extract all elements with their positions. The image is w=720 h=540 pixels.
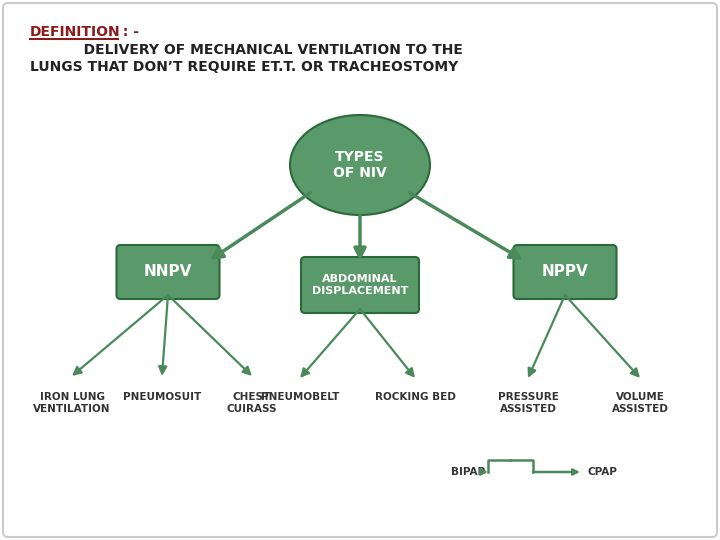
Text: PNEUMOBELT: PNEUMOBELT	[261, 392, 339, 402]
FancyBboxPatch shape	[301, 257, 419, 313]
Text: NNPV: NNPV	[144, 265, 192, 280]
Text: DELIVERY OF MECHANICAL VENTILATION TO THE: DELIVERY OF MECHANICAL VENTILATION TO TH…	[30, 43, 463, 57]
Text: NPPV: NPPV	[541, 265, 588, 280]
Text: PRESSURE
ASSISTED: PRESSURE ASSISTED	[498, 392, 559, 414]
Text: LUNGS THAT DON’T REQUIRE ET.T. OR TRACHEOSTOMY: LUNGS THAT DON’T REQUIRE ET.T. OR TRACHE…	[30, 60, 458, 74]
Text: TYPES
OF NIV: TYPES OF NIV	[333, 150, 387, 180]
FancyBboxPatch shape	[117, 245, 220, 299]
Text: VOLUME
ASSISTED: VOLUME ASSISTED	[611, 392, 668, 414]
Text: DEFINITION: DEFINITION	[30, 25, 121, 39]
Text: IRON LUNG
VENTILATION: IRON LUNG VENTILATION	[33, 392, 111, 414]
Text: PNEUMOSUIT: PNEUMOSUIT	[123, 392, 201, 402]
Text: ABDOMINAL
DISPLACEMENT: ABDOMINAL DISPLACEMENT	[312, 274, 408, 296]
Text: : -: : -	[118, 25, 139, 39]
Ellipse shape	[290, 115, 430, 215]
Text: ROCKING BED: ROCKING BED	[374, 392, 456, 402]
Text: CHEST
CUIRASS: CHEST CUIRASS	[227, 392, 277, 414]
FancyBboxPatch shape	[513, 245, 616, 299]
FancyBboxPatch shape	[3, 3, 717, 537]
Text: BIPAP: BIPAP	[451, 467, 485, 477]
Text: CPAP: CPAP	[587, 467, 617, 477]
